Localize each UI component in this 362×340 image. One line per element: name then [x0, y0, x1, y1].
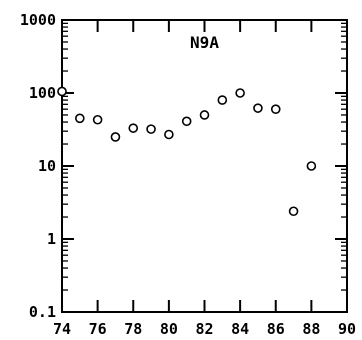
- x-tick-label: 90: [338, 320, 356, 338]
- data-point: [128, 123, 139, 133]
- x-tick-label: 80: [160, 320, 178, 338]
- x-tick-label: 84: [231, 320, 249, 338]
- y-tick-label: 100: [29, 84, 56, 102]
- x-tick-label: 82: [195, 320, 213, 338]
- data-point: [164, 129, 174, 140]
- data-point: [306, 161, 317, 171]
- data-point: [199, 110, 210, 120]
- data-point: [270, 104, 281, 114]
- data-point: [92, 114, 103, 125]
- y-tick-label: 1000: [20, 11, 56, 29]
- data-point: [110, 132, 121, 142]
- data-point: [217, 95, 228, 105]
- data-point: [181, 116, 192, 127]
- x-tick-label: 86: [267, 320, 285, 338]
- y-tick-label: 0.1: [29, 303, 56, 321]
- data-point: [235, 88, 245, 98]
- x-tick-label: 76: [89, 320, 107, 338]
- data-point: [288, 206, 299, 217]
- ticks-layer: [61, 19, 348, 313]
- y-tick-label: 1: [47, 230, 56, 248]
- chart-title: N9A: [190, 33, 219, 52]
- data-point: [253, 103, 263, 113]
- x-tick-label: 88: [302, 320, 320, 338]
- x-tick-label: 74: [53, 320, 71, 338]
- data-point: [146, 124, 156, 134]
- y-tick-label: 10: [38, 157, 56, 175]
- data-point: [75, 113, 85, 124]
- data-point: [57, 86, 67, 97]
- plot-frame: [61, 19, 348, 313]
- x-tick-label: 78: [124, 320, 142, 338]
- points-layer: [57, 86, 317, 217]
- labels-layer: 74 76 78 80 82 84 86 88 90 0.1 1 10 100 1000: [20, 11, 356, 338]
